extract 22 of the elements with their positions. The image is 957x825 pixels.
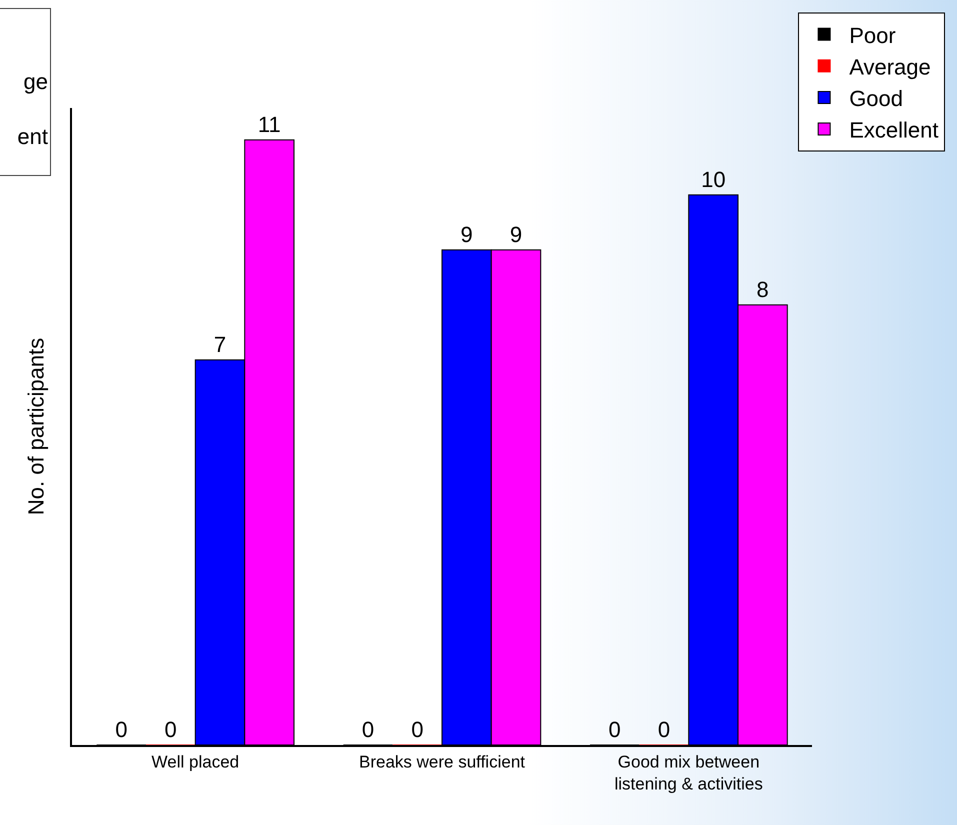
legend-label: Good bbox=[849, 86, 904, 112]
data-label: 0 bbox=[362, 717, 374, 742]
data-label: 0 bbox=[115, 717, 128, 742]
data-label: 0 bbox=[411, 717, 424, 742]
data-label: 0 bbox=[608, 717, 621, 742]
data-label: 0 bbox=[658, 717, 670, 742]
text: ge bbox=[24, 69, 48, 95]
data-label: 7 bbox=[214, 332, 226, 357]
x-tick-label: Good mix between listening & activities bbox=[614, 752, 763, 794]
legend-label: Poor bbox=[849, 22, 896, 48]
data-label: 9 bbox=[510, 222, 522, 247]
data-label: 9 bbox=[460, 222, 473, 247]
text: ent bbox=[17, 124, 48, 150]
data-label: 0 bbox=[164, 717, 177, 742]
x-tick-label: Breaks were sufficient bbox=[359, 752, 526, 772]
y-axis-title: No. of participants bbox=[23, 338, 48, 516]
data-label: 8 bbox=[756, 276, 769, 302]
legend-label: Average bbox=[849, 54, 931, 80]
x-tick-label: Well placed bbox=[152, 752, 240, 772]
legend-label: Excellent bbox=[849, 118, 938, 143]
data-label: 11 bbox=[258, 112, 281, 137]
data-label: 10 bbox=[701, 166, 726, 192]
